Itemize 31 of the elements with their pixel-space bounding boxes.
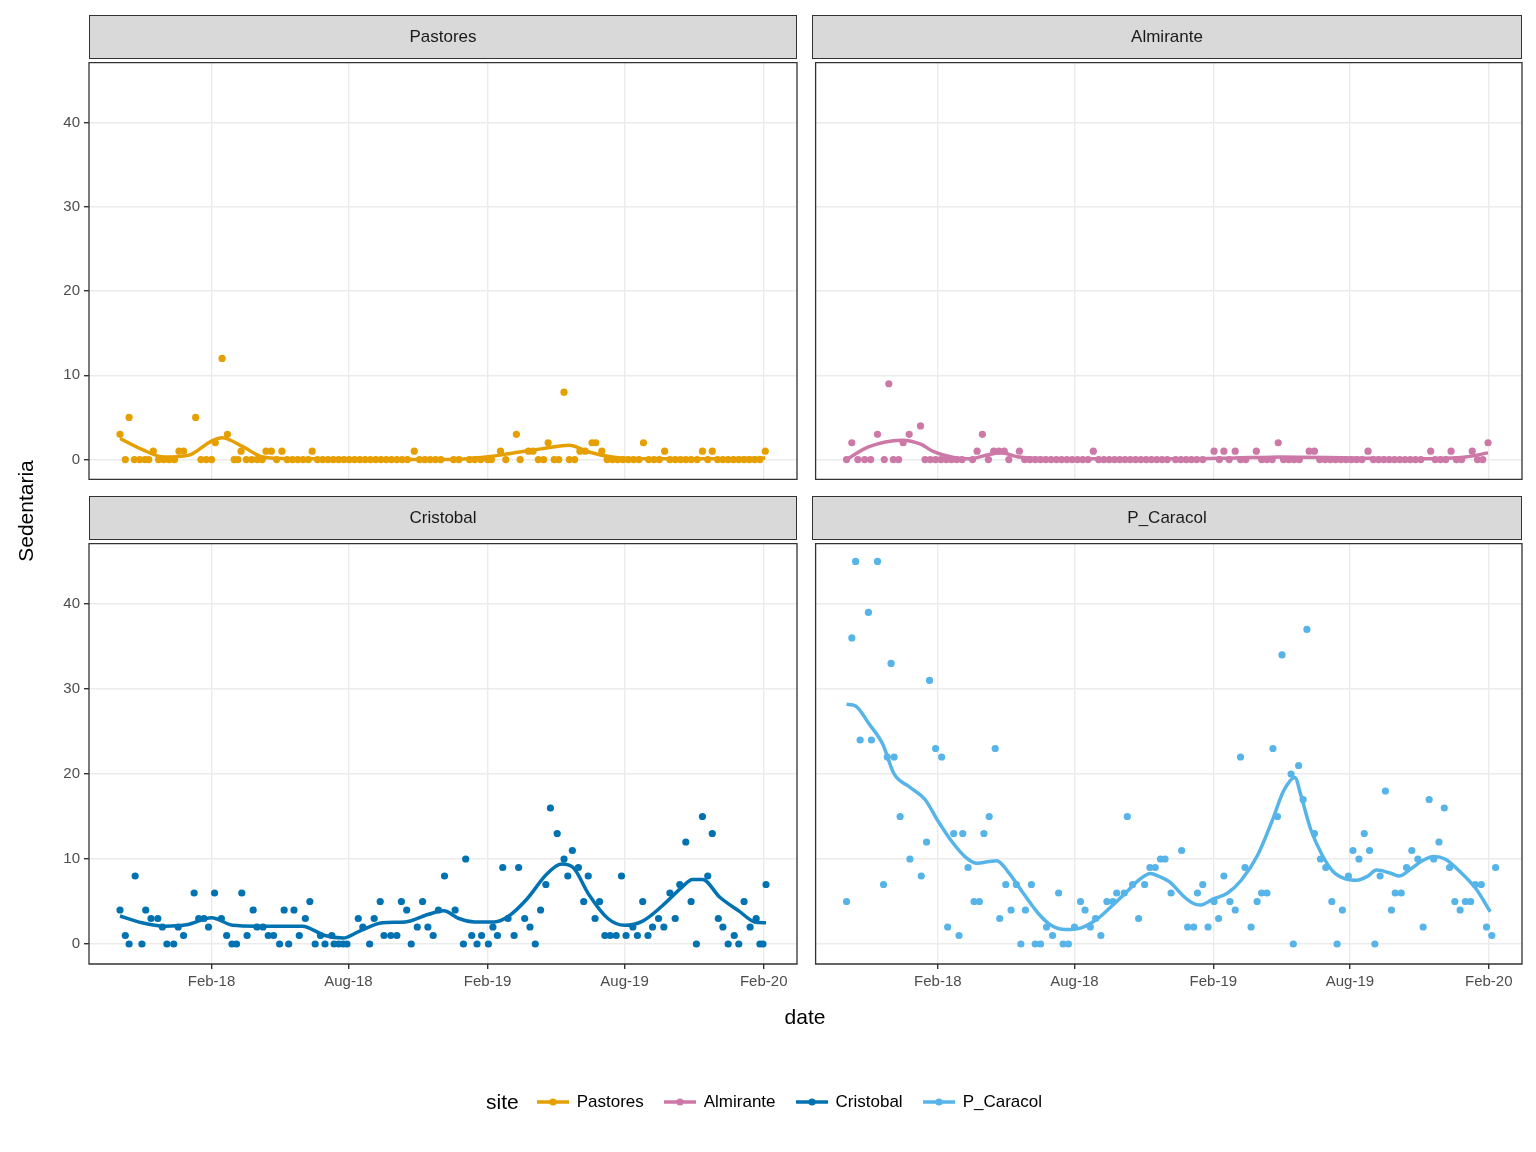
y-tick-label: 40 <box>63 594 80 612</box>
x-tick-label: Feb-19 <box>1189 972 1238 990</box>
y-tick-label: 20 <box>63 764 80 782</box>
x-tick-label: Feb-20 <box>1465 972 1513 990</box>
y-tick-label: 10 <box>63 849 80 867</box>
x-axis-title: date <box>784 1005 826 1029</box>
x-tick-label: Aug-18 <box>1050 972 1099 990</box>
legend-title: site <box>485 1090 519 1114</box>
chart-title: Cristobal <box>89 496 797 540</box>
y-tick-label: 0 <box>71 934 80 952</box>
chart-title: P_Caracol <box>812 496 1522 540</box>
x-tick-label: Feb-19 <box>463 972 512 990</box>
legend-label: Cristobal <box>835 1092 903 1112</box>
y-axis-title: Sedentaria <box>14 460 38 562</box>
legend-label: P_Caracol <box>962 1092 1043 1112</box>
x-tick-label: Aug-19 <box>600 972 649 990</box>
x-tick-label: Feb-20 <box>739 972 788 990</box>
chart-title: Almirante <box>812 15 1522 59</box>
x-tick-label: Feb-18 <box>187 972 236 990</box>
x-tick-label: Aug-18 <box>324 972 373 990</box>
y-tick-label: 30 <box>63 196 80 214</box>
y-tick-label: 0 <box>71 449 80 467</box>
chart-title: Pastores <box>89 15 797 59</box>
x-tick-label: Feb-18 <box>914 972 962 990</box>
y-tick-label: 40 <box>63 112 80 130</box>
y-tick-label: 30 <box>63 679 80 697</box>
y-tick-label: 20 <box>63 281 80 299</box>
x-tick-label: Aug-19 <box>1325 972 1375 990</box>
legend-label: Almirante <box>703 1092 776 1112</box>
legend-label: Pastores <box>576 1092 644 1112</box>
y-tick-label: 10 <box>63 365 80 383</box>
